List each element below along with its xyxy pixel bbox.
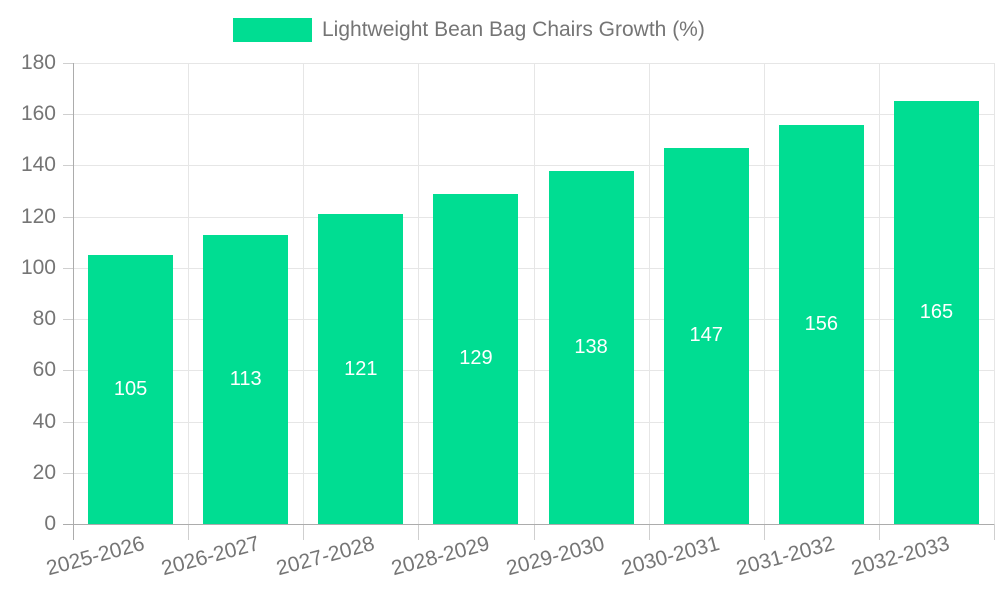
bar-value-label: 129 xyxy=(459,347,493,370)
y-tick xyxy=(63,165,73,166)
y-gridline xyxy=(73,268,994,269)
bar-value-label: 147 xyxy=(689,324,723,347)
y-gridline xyxy=(73,217,994,218)
y-axis-line xyxy=(73,63,74,524)
y-tick xyxy=(63,524,73,525)
x-tick xyxy=(764,524,765,540)
bar[interactable]: 156 xyxy=(778,124,864,524)
y-axis-tick-label: 40 xyxy=(32,410,56,433)
x-gridline xyxy=(188,63,189,524)
x-gridline xyxy=(418,63,419,524)
y-gridline xyxy=(73,370,994,371)
bar-value-label: 121 xyxy=(344,357,378,380)
y-axis-tick-label: 180 xyxy=(20,51,56,74)
y-gridline xyxy=(73,319,994,320)
bar[interactable]: 147 xyxy=(663,147,749,524)
y-tick xyxy=(63,217,73,218)
bar-value-label: 138 xyxy=(574,335,608,358)
y-gridline xyxy=(73,165,994,166)
bar[interactable]: 121 xyxy=(318,214,404,524)
x-tick xyxy=(73,524,74,540)
x-tick xyxy=(303,524,304,540)
y-tick xyxy=(63,370,73,371)
x-gridline xyxy=(994,63,995,524)
y-tick xyxy=(63,473,73,474)
y-axis-tick-label: 160 xyxy=(20,102,56,125)
y-tick xyxy=(63,422,73,423)
x-tick xyxy=(534,524,535,540)
y-axis-tick-label: 120 xyxy=(20,205,56,228)
y-gridline xyxy=(73,63,994,64)
y-tick xyxy=(63,63,73,64)
x-tick xyxy=(994,524,995,540)
y-axis-tick-label: 60 xyxy=(32,358,56,381)
legend-item[interactable]: Lightweight Bean Bag Chairs Growth (%) xyxy=(233,18,705,42)
bar-value-label: 165 xyxy=(919,301,954,324)
y-axis-tick-label: 0 xyxy=(44,512,56,535)
y-axis-tick-label: 80 xyxy=(32,307,56,330)
x-tick xyxy=(879,524,880,540)
y-tick xyxy=(63,114,73,115)
x-gridline xyxy=(534,63,535,524)
bar-value-label: 105 xyxy=(113,378,148,401)
x-gridline xyxy=(303,63,304,524)
x-tick xyxy=(649,524,650,540)
y-tick xyxy=(63,319,73,320)
y-axis-tick-label: 100 xyxy=(20,256,56,279)
y-axis-tick-label: 140 xyxy=(20,153,56,176)
x-tick xyxy=(418,524,419,540)
y-tick xyxy=(63,268,73,269)
legend-label: Lightweight Bean Bag Chairs Growth (%) xyxy=(322,18,705,41)
x-tick xyxy=(188,524,189,540)
y-gridline xyxy=(73,422,994,423)
x-gridline xyxy=(764,63,765,524)
bar[interactable]: 105 xyxy=(88,255,174,524)
bar[interactable]: 165 xyxy=(893,101,979,524)
bar[interactable]: 138 xyxy=(548,170,634,524)
y-gridline xyxy=(73,114,994,115)
y-axis-tick-label: 20 xyxy=(32,461,56,484)
bar[interactable]: 113 xyxy=(203,234,289,524)
x-axis-line xyxy=(73,524,994,525)
bar[interactable]: 129 xyxy=(433,193,519,524)
bar-value-label: 156 xyxy=(804,312,838,335)
x-gridline xyxy=(879,63,880,524)
y-gridline xyxy=(73,473,994,474)
bar-value-label: 113 xyxy=(229,367,262,390)
x-gridline xyxy=(649,63,650,524)
legend-swatch xyxy=(233,18,312,42)
